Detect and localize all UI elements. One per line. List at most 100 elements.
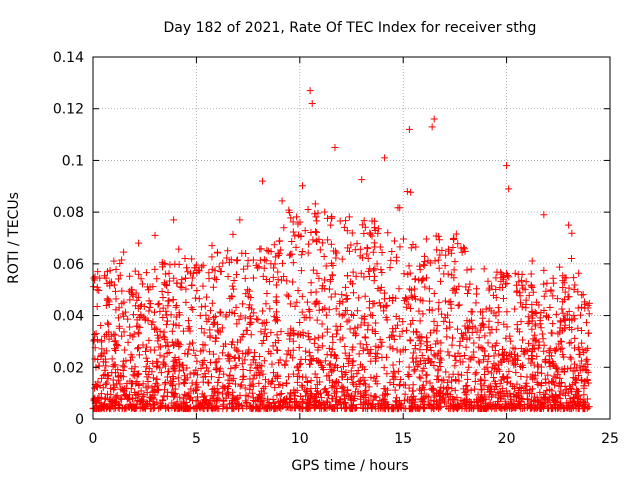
data-point (272, 281, 280, 289)
data-point (176, 283, 184, 291)
data-point (207, 307, 215, 315)
data-point (170, 274, 178, 282)
data-point (366, 265, 374, 273)
data-point (485, 393, 493, 401)
data-point (206, 326, 214, 334)
data-point (242, 391, 250, 399)
data-point (583, 355, 591, 363)
data-point (328, 368, 336, 376)
data-point (327, 214, 335, 222)
data-point (460, 352, 468, 360)
data-point (227, 256, 235, 264)
data-point (585, 329, 593, 337)
data-point (207, 373, 215, 381)
data-point (237, 312, 245, 320)
data-point (585, 299, 593, 307)
data-point (428, 358, 436, 366)
data-point (433, 322, 441, 330)
data-point (289, 278, 297, 286)
data-point (179, 327, 187, 335)
data-point (134, 371, 142, 379)
data-point (437, 396, 445, 404)
data-point (128, 365, 136, 373)
data-point (497, 357, 505, 365)
data-point (136, 323, 144, 331)
data-point (112, 295, 120, 303)
data-point (365, 383, 373, 391)
data-point (273, 372, 281, 380)
data-point (175, 245, 183, 253)
data-point (553, 364, 561, 372)
data-point (298, 308, 306, 316)
data-point (502, 280, 510, 288)
data-point (345, 316, 353, 324)
data-point (317, 359, 325, 367)
y-tick-labels: 0 0.02 0.04 0.06 0.08 0.1 0.12 0.14 (53, 50, 84, 428)
data-point (412, 354, 420, 362)
data-point (485, 317, 493, 325)
data-point (316, 402, 324, 410)
data-point (161, 335, 169, 343)
data-point (569, 367, 577, 375)
data-point (211, 274, 219, 282)
data-point (486, 329, 494, 337)
data-point (232, 303, 240, 311)
data-point (275, 250, 283, 258)
data-point (407, 188, 415, 196)
y-axis-label: ROTI / TECUs (6, 192, 22, 284)
data-point (466, 404, 474, 412)
data-point (239, 366, 247, 374)
data-point (435, 236, 443, 244)
data-point (495, 308, 503, 316)
data-point (440, 317, 448, 325)
data-point (390, 237, 398, 245)
data-point (199, 361, 207, 369)
data-point (272, 308, 280, 316)
data-point (480, 265, 488, 273)
data-point (155, 343, 163, 351)
data-point (165, 404, 173, 412)
data-point (268, 402, 276, 410)
data-point (517, 372, 525, 380)
data-point (335, 310, 343, 318)
data-point (164, 288, 172, 296)
data-point (389, 405, 397, 413)
data-point (273, 331, 281, 339)
data-points (89, 87, 593, 413)
data-point (305, 306, 313, 314)
data-point (347, 374, 355, 382)
data-point (383, 386, 391, 394)
data-point (546, 401, 554, 409)
data-point (463, 266, 471, 274)
data-point (550, 397, 558, 405)
data-point (240, 372, 248, 380)
data-point (112, 287, 120, 295)
data-point (425, 306, 433, 314)
data-point (507, 350, 515, 358)
data-point (255, 394, 263, 402)
data-point (463, 369, 471, 377)
data-point (528, 307, 536, 315)
data-point (467, 308, 475, 316)
data-point (132, 302, 140, 310)
data-point (515, 386, 523, 394)
data-point (260, 357, 268, 365)
data-point (131, 372, 139, 380)
data-point (481, 352, 489, 360)
data-point (103, 379, 111, 387)
data-point (332, 305, 340, 313)
data-point (450, 234, 458, 242)
data-point (161, 259, 169, 267)
data-point (514, 356, 522, 364)
data-point (101, 366, 109, 374)
data-point (342, 217, 350, 225)
data-point (277, 397, 285, 405)
data-point (356, 252, 364, 260)
data-point (153, 398, 161, 406)
data-point (164, 297, 172, 305)
data-point (571, 281, 579, 289)
data-point (303, 404, 311, 412)
data-point (532, 322, 540, 330)
x-tick-label: 15 (394, 431, 412, 447)
